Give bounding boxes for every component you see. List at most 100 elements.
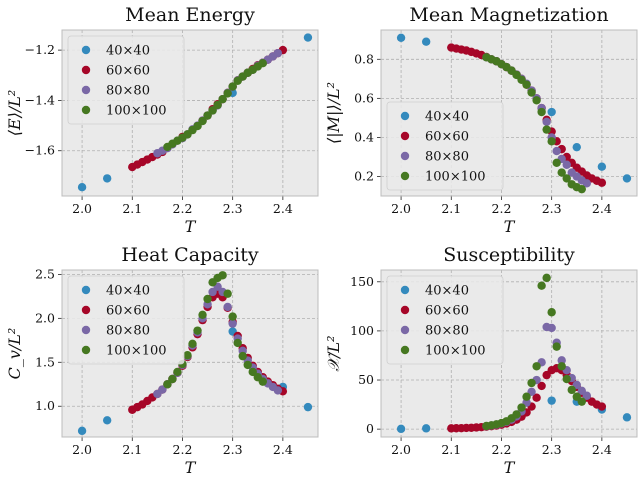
- chart-1-legend-marker-40x40: [400, 111, 410, 121]
- chart-1-xtick-label: 2.4: [592, 201, 612, 216]
- chart-2-point-80x80: [223, 302, 232, 312]
- chart-1-point-40x40: [547, 107, 556, 117]
- chart-2-point-100x100: [248, 367, 257, 377]
- chart-3-point-40x40: [622, 413, 632, 422]
- chart-2-xlabel: T: [185, 458, 197, 477]
- chart-1-point-40x40: [396, 33, 406, 43]
- chart-3-ytick-label: 50: [358, 372, 374, 387]
- chart-1-legend-label-60x60: 60×60: [425, 130, 469, 145]
- chart-1-point-40x40: [421, 37, 431, 46]
- chart-0-point-40x40: [77, 182, 87, 192]
- chart-2-point-100x100: [223, 289, 232, 298]
- chart-1-point-100x100: [577, 184, 586, 194]
- chart-1-point-100x100: [547, 137, 556, 146]
- chart-2-point-80x80: [228, 319, 237, 328]
- chart-0-point-100x100: [228, 82, 237, 91]
- chart-0-ylabel: ⟨E⟩/L²: [5, 90, 24, 137]
- chart-2-legend-label-80x80: 80×80: [106, 324, 150, 339]
- chart-2-xtick-label: 2.2: [173, 442, 193, 457]
- chart-2-point-100x100: [258, 377, 267, 386]
- chart-0-legend-label-60x60: 60×60: [106, 64, 150, 79]
- chart-2-ylabel: C_v/L²: [5, 328, 24, 380]
- panel-heat-capacity: 2.0 2.1 2.2 2.3 2.4 1.0 1.5 2.0 2.5 Heat Capacity…: [5, 244, 319, 477]
- chart-1-xlabel: T: [504, 217, 516, 236]
- chart-0-legend-marker-100x100: [81, 105, 91, 115]
- chart-1-point-80x80: [542, 117, 551, 126]
- chart-3-point-40x40: [396, 424, 406, 434]
- chart-0-xtick-label: 2.4: [273, 201, 293, 216]
- chart-2-point-100x100: [243, 360, 252, 370]
- chart-3-ytick-label: 0: [366, 421, 374, 436]
- chart-0-legend-label-40x40: 40×40: [106, 44, 150, 59]
- chart-3-title: Susceptibility: [443, 244, 575, 266]
- chart-1-point-100x100: [522, 80, 531, 89]
- panel-mean-magnetization: 2.0 2.1 2.2 2.3 2.4 0.2 0.4 0.6 0.8 Mean Magnetiz…: [324, 4, 638, 236]
- chart-3-point-100x100: [527, 378, 536, 388]
- chart-2-point-40x40: [102, 416, 112, 425]
- chart-2-point-100x100: [188, 339, 197, 349]
- chart-1-point-100x100: [532, 96, 541, 105]
- chart-1-point-100x100: [552, 158, 561, 167]
- chart-3-point-100x100: [547, 308, 556, 317]
- chart-1-legend-marker-60x60: [400, 131, 410, 141]
- chart-3-point-100x100: [542, 273, 551, 283]
- chart-3-point-100x100: [512, 410, 521, 419]
- chart-3-legend-label-60x60: 60×60: [425, 304, 469, 319]
- chart-2-point-100x100: [218, 271, 227, 280]
- chart-2-legend-label-40x40: 40×40: [106, 284, 150, 299]
- chart-3-point-100x100: [537, 281, 546, 290]
- chart-3-point-100x100: [577, 397, 586, 406]
- chart-0-ytick-label: −1.6: [25, 143, 55, 158]
- chart-1-point-60x60: [597, 178, 607, 187]
- chart-1-point-40x40: [622, 174, 632, 183]
- chart-3-ytick-label: 150: [350, 274, 374, 289]
- chart-3-xtick-label: 2.1: [441, 442, 461, 457]
- chart-2-title: Heat Capacity: [121, 244, 259, 266]
- chart-2-point-40x40: [77, 426, 87, 436]
- chart-3-point-100x100: [567, 385, 576, 395]
- chart-3-point-100x100: [557, 362, 566, 371]
- chart-2-legend-label-100x100: 100×100: [106, 344, 167, 359]
- chart-2-point-100x100: [233, 338, 242, 348]
- chart-2-xtick-label: 2.3: [223, 442, 243, 457]
- chart-1-point-40x40: [597, 162, 607, 171]
- chart-2-point-100x100: [238, 351, 247, 361]
- chart-3-xtick-label: 2.4: [592, 442, 612, 457]
- chart-1-point-100x100: [537, 107, 546, 117]
- chart-0-xtick-label: 2.2: [173, 201, 193, 216]
- chart-3-ytick-label: 100: [350, 323, 374, 338]
- chart-3-axes-frame: [380, 269, 638, 438]
- chart-3-point-40x40: [421, 424, 431, 433]
- chart-2-xtick-label: 2.4: [273, 442, 293, 457]
- panel-mean-energy: 2.0 2.1 2.2 2.3 2.4 −1.6 −1.4 −1.2 Mean Energy T ⟨…: [5, 4, 319, 236]
- chart-1-xtick-label: 2.2: [492, 201, 512, 216]
- chart-0-point-100x100: [213, 100, 222, 110]
- chart-1-legend-marker-80x80: [400, 151, 410, 161]
- chart-3-point-60x60: [537, 381, 546, 391]
- chart-3-xlabel: T: [504, 458, 516, 477]
- chart-0-point-100x100: [198, 116, 207, 126]
- chart-0-legend-label-80x80: 80×80: [106, 84, 150, 99]
- chart-1-xtick-label: 2.1: [441, 201, 461, 216]
- chart-1-point-100x100: [527, 88, 536, 97]
- chart-2-point-80x80: [273, 386, 283, 395]
- chart-1-point-40x40: [572, 142, 581, 152]
- chart-2-ytick-label: 1.0: [35, 398, 55, 413]
- chart-1-ytick-label: 0.8: [354, 51, 374, 66]
- chart-0-xlabel: T: [185, 217, 197, 236]
- chart-1-point-100x100: [557, 168, 566, 177]
- chart-1-point-80x80: [562, 160, 571, 169]
- chart-3-point-100x100: [517, 403, 526, 412]
- chart-0-ytick-label: −1.4: [25, 92, 55, 107]
- chart-2-point-100x100: [203, 294, 212, 304]
- chart-2-point-80x80: [158, 385, 167, 394]
- chart-2-axes-frame: [61, 269, 319, 438]
- chart-3-point-100x100: [522, 392, 531, 401]
- chart-1-legend-label-80x80: 80×80: [425, 150, 469, 165]
- chart-2-point-100x100: [198, 310, 207, 320]
- chart-0-ytick-label: −1.2: [25, 42, 55, 57]
- chart-0-point-100x100: [258, 59, 267, 68]
- chart-0-point-40x40: [303, 33, 313, 42]
- chart-3-legend-label-100x100: 100×100: [425, 344, 486, 359]
